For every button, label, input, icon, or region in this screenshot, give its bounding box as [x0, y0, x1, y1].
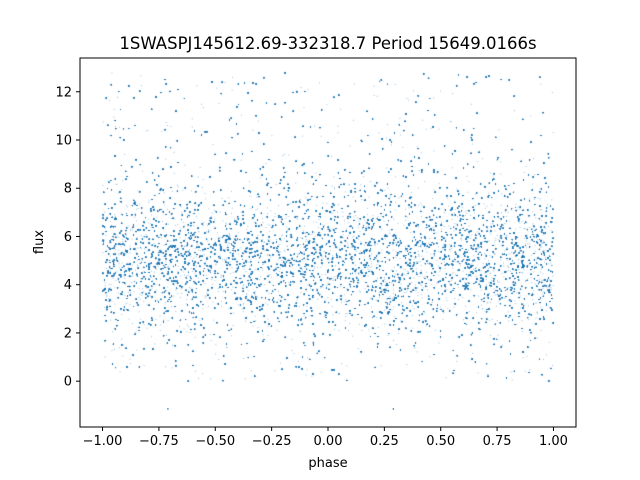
x-tick-label: −1.00 — [83, 434, 123, 449]
outlier-point — [167, 408, 169, 410]
y-tick-label: 2 — [64, 326, 72, 341]
outlier-points — [167, 408, 395, 410]
x-axis-label: phase — [308, 456, 347, 471]
y-tick-label: 8 — [64, 182, 72, 197]
y-axis: 0 2 4 6 8 10 12 — [55, 85, 80, 390]
y-tick-label: 10 — [55, 134, 72, 149]
scatter-cloud — [80, 58, 576, 427]
outlier-point — [392, 408, 395, 410]
x-axis: −1.00 −0.75 −0.50 −0.25 0.00 0.25 0.50 0.75 1.00 — [83, 427, 568, 449]
y-tick-label: 0 — [64, 375, 72, 390]
y-tick-label: 4 — [64, 278, 72, 293]
y-tick-label: 6 — [64, 230, 72, 245]
y-axis-label: flux — [32, 230, 47, 254]
x-tick-label: −0.75 — [139, 434, 179, 449]
x-tick-label: 0.25 — [370, 434, 399, 449]
x-tick-label: −0.25 — [252, 434, 292, 449]
x-tick-label: 0.00 — [314, 434, 343, 449]
x-tick-label: 0.75 — [483, 434, 512, 449]
x-tick-label: 0.50 — [426, 434, 455, 449]
scatter-points — [80, 58, 576, 427]
x-tick-label: 1.00 — [539, 434, 568, 449]
x-tick-label: −0.50 — [195, 434, 235, 449]
chart-title: 1SWASPJ145612.69-332318.7 Period 15649.0… — [119, 34, 536, 53]
y-tick-label: 12 — [55, 85, 72, 100]
